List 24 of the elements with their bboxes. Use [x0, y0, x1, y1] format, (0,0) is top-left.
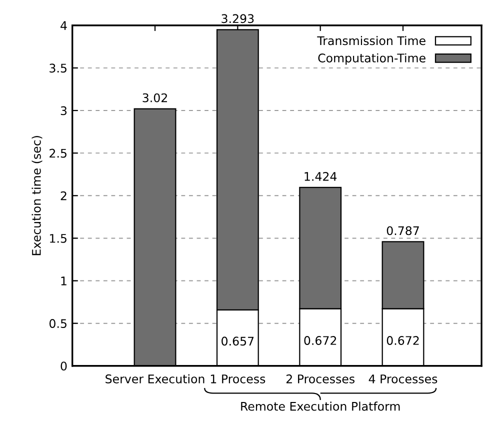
- data-label: 3.293: [222, 14, 254, 24]
- data-label: 3.02: [142, 93, 167, 102]
- data-label: 0.672: [304, 336, 336, 345]
- y-tick-label: 2: [60, 191, 66, 200]
- data-label: 1.424: [304, 172, 337, 181]
- y-tick-label: 1: [61, 276, 66, 286]
- data-label: 0.672: [386, 336, 419, 345]
- y-axis-title: Execution time (sec): [32, 136, 42, 256]
- x-tick-label: 1 Process: [210, 374, 266, 384]
- x-tick-label: 4 Processes: [368, 374, 438, 384]
- x-tick-label: 2 Processes: [286, 374, 354, 384]
- text: Remote Execution Platform: [241, 402, 400, 411]
- y-tick-label: 1.5: [50, 234, 66, 243]
- x-tick-label: Server Execution: [106, 374, 204, 384]
- y-tick-label: 3.5: [50, 64, 66, 73]
- y-tick-label: 0.5: [50, 319, 66, 328]
- data-label: 0.787: [386, 226, 419, 236]
- y-tick-label: 3: [60, 106, 67, 116]
- y-tick-label: 2.5: [50, 148, 66, 158]
- y-tick-label: 0: [60, 362, 67, 371]
- y-tick-label: 4: [60, 21, 67, 30]
- legend-label: Transmission Time: [317, 36, 426, 46]
- legend-label: Computation-Time: [318, 53, 426, 65]
- data-label: 0.657: [222, 336, 254, 346]
